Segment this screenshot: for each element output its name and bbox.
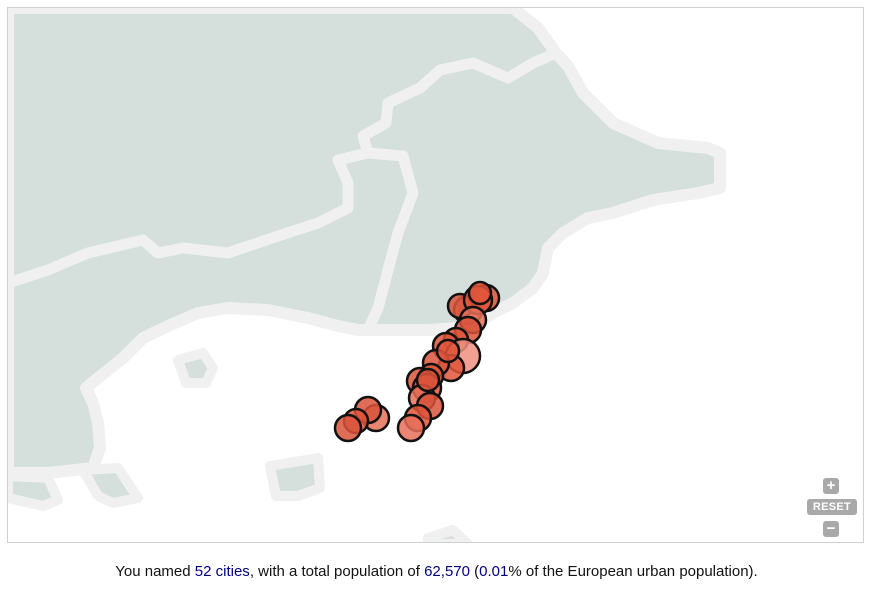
city-marker[interactable] bbox=[396, 413, 426, 443]
summary-open-paren: ( bbox=[469, 563, 480, 580]
summary-middle: , with a total population of bbox=[249, 563, 425, 580]
city-marker[interactable] bbox=[435, 338, 461, 364]
minus-icon: − bbox=[826, 520, 836, 537]
population-percent: 0.01 bbox=[479, 563, 509, 580]
island bbox=[173, 348, 218, 388]
city-markers bbox=[333, 280, 501, 443]
region-border bbox=[8, 147, 419, 336]
summary-prefix: You named bbox=[115, 563, 195, 580]
island bbox=[78, 463, 143, 508]
island bbox=[8, 471, 63, 511]
zoom-in-button[interactable]: + bbox=[823, 478, 839, 494]
plus-icon: + bbox=[826, 477, 836, 494]
city-marker[interactable] bbox=[333, 413, 363, 443]
city-count: 52 cities bbox=[194, 563, 250, 580]
island bbox=[265, 453, 325, 501]
map-canvas[interactable] bbox=[8, 8, 864, 543]
zoom-out-button[interactable]: − bbox=[823, 521, 839, 537]
results-summary: You named 52 cities, with a total popula… bbox=[0, 563, 873, 580]
summary-suffix: % of the European urban population). bbox=[508, 563, 758, 580]
island bbox=[423, 525, 473, 542]
map-container[interactable]: + RESET − bbox=[7, 7, 864, 543]
reset-button[interactable]: RESET bbox=[807, 499, 857, 515]
city-marker[interactable] bbox=[415, 367, 441, 393]
city-marker[interactable] bbox=[467, 280, 493, 306]
region-border bbox=[357, 47, 562, 159]
population-total: 62,570 bbox=[424, 563, 470, 580]
